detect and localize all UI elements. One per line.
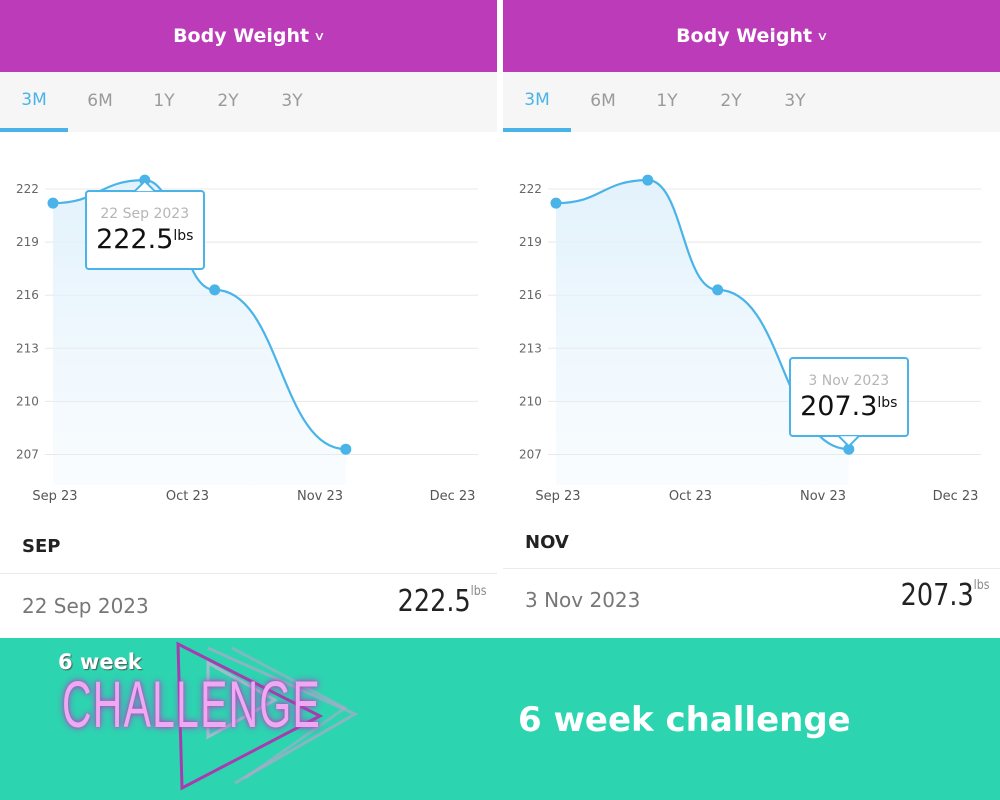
tab-2y[interactable]: 2Y <box>720 91 742 111</box>
y-tick-label: 207 <box>519 448 542 462</box>
x-tick-label: Dec 23 <box>933 489 979 504</box>
header-metric-selector[interactable]: Body Weight ∨ <box>503 0 1000 72</box>
header-title: Body Weight <box>676 25 813 47</box>
tooltip-unit: lbs <box>877 395 898 412</box>
entry-value: 207.3lbs <box>901 578 990 613</box>
y-tick-label: 210 <box>519 394 542 408</box>
series-line <box>52 179 346 451</box>
month-heading: NOV <box>525 532 569 553</box>
logo-small-text: 6 week <box>58 650 142 674</box>
tab-6m[interactable]: 6M <box>590 91 616 111</box>
tooltip-date: 22 Sep 2023 <box>100 206 190 223</box>
divider <box>503 568 1000 569</box>
header-title: Body Weight <box>173 25 310 47</box>
chart-svg: 222 219 216 213 210 207 Sep 23 Oct 23 Nov 23 Dec … <box>16 174 478 504</box>
tooltip-value: 207.3lbs <box>791 391 907 422</box>
right-screenshot-panel: Body Weight ∨ 3M 6M 1Y 2Y 3Y 222 219 216 213 210 2… <box>503 0 1000 638</box>
y-tick-label: 207 <box>16 448 39 462</box>
x-tick-label: Sep 23 <box>32 489 77 504</box>
tab-2y[interactable]: 2Y <box>217 91 239 111</box>
data-point <box>47 197 59 209</box>
tab-1y[interactable]: 1Y <box>153 91 175 111</box>
x-tick-label: Nov 23 <box>297 489 343 504</box>
data-point <box>642 174 654 186</box>
chevron-down-icon: ∨ <box>816 29 829 43</box>
y-tick-label: 213 <box>16 341 39 355</box>
data-point <box>550 197 562 209</box>
tab-6m[interactable]: 6M <box>87 91 113 111</box>
tooltip-value: 222.5lbs <box>87 224 203 255</box>
x-tick-label: Sep 23 <box>535 489 580 504</box>
divider <box>0 573 497 574</box>
tooltip: 22 Sep 2023 222.5lbs <box>84 190 205 271</box>
entry-value-number: 222.5 <box>398 584 472 619</box>
tooltip-unit: lbs <box>173 228 194 245</box>
header-metric-selector[interactable]: Body Weight ∨ <box>0 0 497 72</box>
y-tick-label: 216 <box>519 288 542 302</box>
x-tick-label: Oct 23 <box>669 489 712 504</box>
y-tick-label: 219 <box>16 235 39 249</box>
range-tabs: 3M 6M 1Y 2Y 3Y <box>0 72 497 132</box>
entry-date: 22 Sep 2023 <box>22 594 149 618</box>
tooltip: 3 Nov 2023 207.3lbs <box>788 357 909 438</box>
entry-value: 222.5lbs <box>398 584 487 619</box>
data-point <box>843 443 855 455</box>
chevron-down-icon: ∨ <box>313 29 326 43</box>
tooltip-date: 3 Nov 2023 <box>808 373 890 390</box>
data-point <box>139 174 151 186</box>
tooltip-value-number: 207.3 <box>800 391 878 423</box>
left-screenshot-panel: Body Weight ∨ 3M 6M 1Y 2Y 3Y 222 219 216 213 210 2… <box>0 0 497 638</box>
entry-value-number: 207.3 <box>901 578 975 613</box>
weight-chart: 222 219 216 213 210 207 Sep 23 Oct 23 Nov 23 Dec … <box>503 132 1000 512</box>
play-triangle-logo-icon <box>176 641 359 791</box>
x-tick-label: Oct 23 <box>166 489 209 504</box>
y-tick-label: 216 <box>16 288 39 302</box>
logo-challenge-text: CHALLENGE <box>62 667 322 741</box>
weight-chart: 222 219 216 213 210 207 Sep 23 Oct 23 Nov 23 Dec … <box>0 132 497 512</box>
tab-3m[interactable]: 3M <box>503 72 571 132</box>
x-tick-label: Nov 23 <box>800 489 846 504</box>
entry-date: 3 Nov 2023 <box>525 588 641 612</box>
x-tick-label: Dec 23 <box>430 489 476 504</box>
tab-3y[interactable]: 3Y <box>784 91 806 111</box>
data-point <box>340 443 352 455</box>
area-fill <box>556 180 849 485</box>
data-point <box>712 284 724 296</box>
tab-3y[interactable]: 3Y <box>281 91 303 111</box>
month-heading: SEP <box>22 536 61 557</box>
y-tick-label: 222 <box>16 182 39 196</box>
footer-banner: 6 week CHALLENGE 6 week challenge <box>0 638 1000 800</box>
footer-caption: 6 week challenge <box>518 700 851 740</box>
data-point <box>209 284 221 296</box>
entry-unit: lbs <box>974 578 990 593</box>
tab-1y[interactable]: 1Y <box>656 91 678 111</box>
entry-unit: lbs <box>471 584 487 599</box>
tooltip-value-number: 222.5 <box>96 224 174 256</box>
y-tick-label: 219 <box>519 235 542 249</box>
tab-3m[interactable]: 3M <box>0 72 68 132</box>
y-tick-label: 213 <box>519 341 542 355</box>
y-tick-label: 222 <box>519 182 542 196</box>
chart-svg: 222 219 216 213 210 207 Sep 23 Oct 23 Nov 23 Dec … <box>519 174 981 504</box>
y-tick-label: 210 <box>16 394 39 408</box>
range-tabs: 3M 6M 1Y 2Y 3Y <box>503 72 1000 132</box>
